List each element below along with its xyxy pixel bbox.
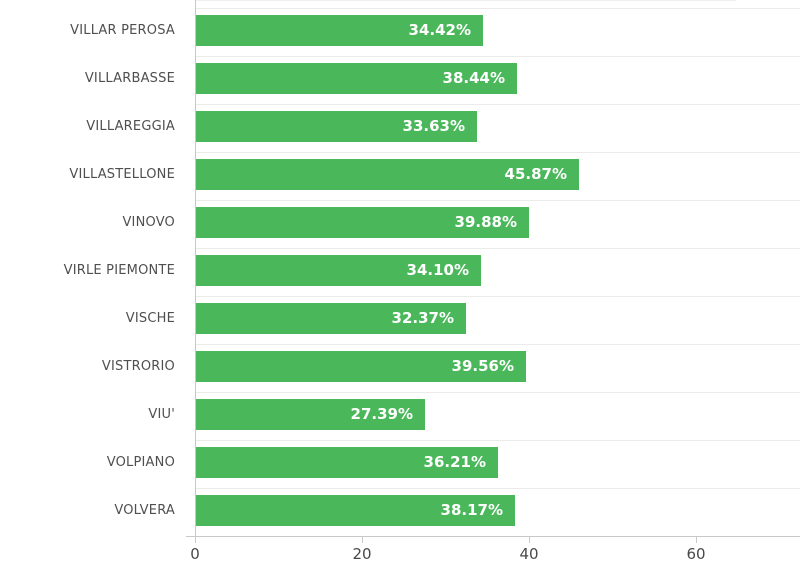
bar-row: VILLAREGGIA 33.63% (0, 104, 800, 152)
bar: 33.63% (196, 111, 477, 142)
bar-value-label: 45.87% (504, 165, 567, 183)
bar-row: VILLASTELLONE 45.87% (0, 152, 800, 200)
category-label: VILLASTELLONE (69, 167, 175, 182)
bar-row: VOLVERA 38.17% (0, 488, 800, 536)
category-label: VISTRORIO (101, 359, 175, 374)
gridline (196, 344, 800, 345)
category-label: VILLARBASSE (84, 71, 175, 86)
gridline (196, 200, 800, 201)
category-label: VINOVO (122, 215, 175, 230)
category-label: VILLAR PEROSA (70, 23, 175, 38)
bar-row: VISCHE 32.37% (0, 296, 800, 344)
y-axis-line (195, 0, 196, 537)
x-tick-label: 20 (352, 545, 372, 563)
gridline (196, 8, 800, 9)
bar: 36.21% (196, 447, 498, 478)
clipped-row-top-edge (196, 0, 736, 1)
category-label: VIU' (148, 407, 175, 422)
bar: 39.88% (196, 207, 529, 238)
gridline (196, 392, 800, 393)
x-tick-label: 0 (190, 545, 200, 563)
x-tick (195, 537, 196, 543)
bar-value-label: 32.37% (391, 309, 454, 327)
bar-row: VINOVO 39.88% (0, 200, 800, 248)
bar-value-label: 34.10% (406, 261, 469, 279)
bar: 45.87% (196, 159, 579, 190)
gridline (196, 104, 800, 105)
bar-value-label: 39.88% (454, 213, 517, 231)
bar-value-label: 34.42% (408, 21, 471, 39)
gridline (196, 248, 800, 249)
bar: 38.17% (196, 495, 515, 526)
bar: 34.10% (196, 255, 481, 286)
x-tick-label: 60 (686, 545, 706, 563)
gridline (196, 296, 800, 297)
gridline (196, 488, 800, 489)
category-label: VOLPIANO (106, 455, 175, 470)
category-label: VISCHE (125, 311, 175, 326)
gridline (196, 440, 800, 441)
category-label: VOLVERA (114, 503, 175, 518)
bar-row: VILLAR PEROSA 34.42% (0, 8, 800, 56)
category-label: VILLAREGGIA (86, 119, 175, 134)
bar-value-label: 39.56% (451, 357, 514, 375)
bar-value-label: 36.21% (423, 453, 486, 471)
bar: 38.44% (196, 63, 517, 94)
bar-value-label: 33.63% (402, 117, 465, 135)
bar-row: VIU' 27.39% (0, 392, 800, 440)
x-tick (362, 537, 363, 543)
category-label: VIRLE PIEMONTE (63, 263, 175, 278)
gridline (196, 56, 800, 57)
bar-value-label: 38.44% (442, 69, 505, 87)
bar: 27.39% (196, 399, 425, 430)
bar-row: VIRLE PIEMONTE 34.10% (0, 248, 800, 296)
bar-row: VILLARBASSE 38.44% (0, 56, 800, 104)
bar-value-label: 27.39% (350, 405, 413, 423)
bar-value-label: 38.17% (440, 501, 503, 519)
bar-row: VOLPIANO 36.21% (0, 440, 800, 488)
x-tick (696, 537, 697, 543)
x-axis-line (186, 536, 800, 537)
bar: 39.56% (196, 351, 526, 382)
gridline (196, 152, 800, 153)
x-tick (529, 537, 530, 543)
bar: 34.42% (196, 15, 483, 46)
bar-row: VISTRORIO 39.56% (0, 344, 800, 392)
bar: 32.37% (196, 303, 466, 334)
x-tick-label: 40 (519, 545, 539, 563)
